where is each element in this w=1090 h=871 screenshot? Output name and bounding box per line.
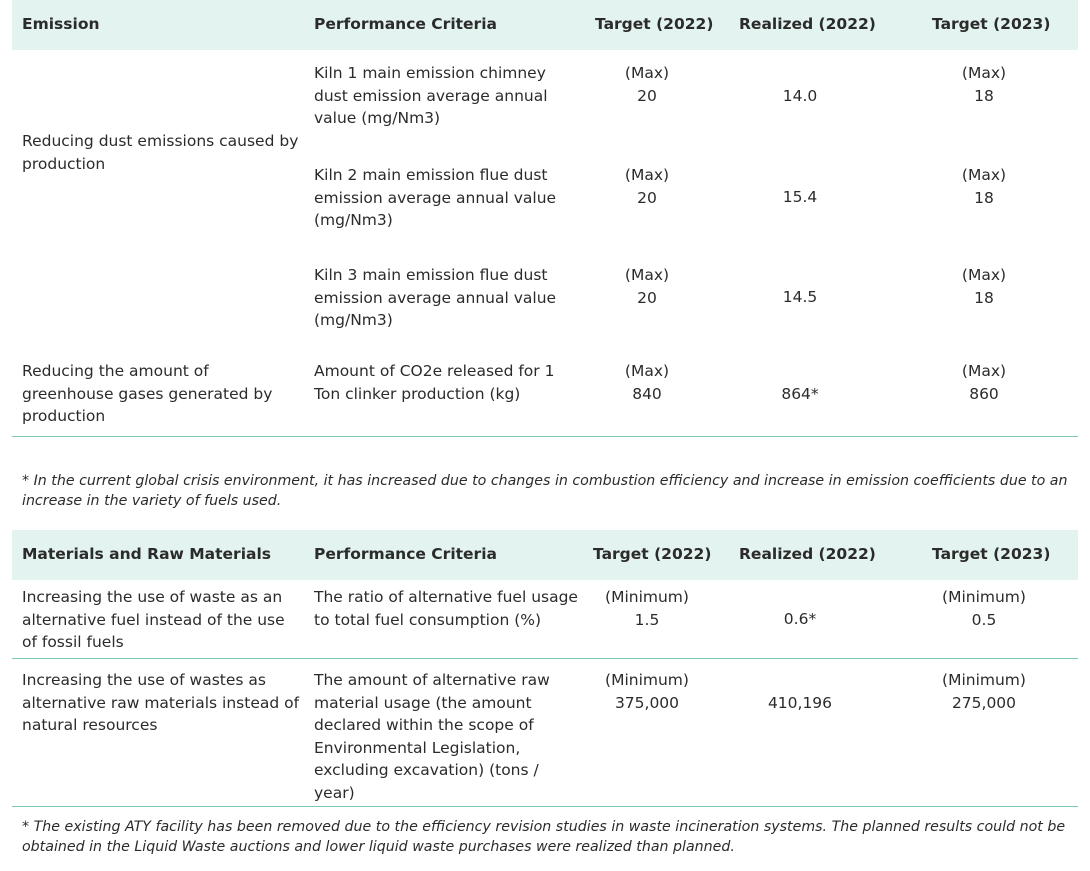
- header-target-2023: Target (2023): [932, 545, 1051, 563]
- target-2022-cell: (Max) 840: [624, 362, 670, 403]
- table-row-criteria: Kiln 3 main emission flue dust emission …: [314, 266, 557, 330]
- table-row-criteria: The amount of alternative raw material u…: [314, 671, 550, 802]
- realized-2022-cell: 410,196: [767, 694, 833, 712]
- target-2023-cell: (Max) 18: [961, 166, 1007, 207]
- materials-table-header: Materials and Raw Materials Performance …: [12, 530, 1078, 580]
- emission-table: Emission Performance Criteria Target (20…: [12, 0, 1078, 440]
- realized-2022-cell: 864*: [781, 385, 819, 403]
- emission-footnote: * In the current global crisis environme…: [22, 473, 1068, 509]
- target-2022-cell: (Minimum) 375,000: [605, 671, 689, 712]
- header-emission: Emission: [22, 15, 100, 33]
- table-row-criteria: The ratio of alternative fuel usage to t…: [314, 588, 578, 629]
- materials-footnote: * The existing ATY facility has been rem…: [22, 819, 1066, 855]
- target-2023-cell: (Max) 18: [961, 64, 1007, 105]
- table-row-criteria: Kiln 1 main emission chimney dust emissi…: [314, 64, 548, 128]
- header-realized-2022: Realized (2022): [739, 15, 876, 33]
- header-materials: Materials and Raw Materials: [22, 545, 272, 563]
- target-2022-cell: (Max) 20: [624, 166, 670, 207]
- target-2023-cell: (Max) 860: [961, 362, 1007, 403]
- alternative-fuel-label: Increasing the use of waste as an altern…: [22, 588, 285, 652]
- target-2023-cell: (Max) 18: [961, 266, 1007, 307]
- target-2023-cell: (Minimum) 275,000: [942, 671, 1026, 712]
- emission-table-header: Emission Performance Criteria Target (20…: [12, 0, 1078, 50]
- row-divider: [12, 658, 1078, 659]
- target-2022-cell: (Max) 20: [624, 266, 670, 307]
- realized-2022-cell: 15.4: [782, 188, 818, 206]
- target-2023-cell: (Minimum) 0.5: [942, 588, 1026, 629]
- header-performance-criteria: Performance Criteria: [314, 15, 497, 33]
- header-performance-criteria: Performance Criteria: [314, 545, 497, 563]
- table-row-criteria: Kiln 2 main emission flue dust emission …: [314, 166, 557, 230]
- row-divider: [12, 436, 1078, 437]
- realized-2022-cell: 14.5: [782, 288, 818, 306]
- header-target-2022: Target (2022): [593, 545, 712, 563]
- realized-2022-cell: 0.6*: [783, 610, 817, 628]
- row-divider: [12, 806, 1078, 807]
- target-2022-cell: (Max) 20: [624, 64, 670, 105]
- realized-2022-cell: 14.0: [782, 87, 818, 105]
- greenhouse-gas-label: Reducing the amount of greenhouse gases …: [22, 362, 273, 426]
- target-2022-cell: (Minimum) 1.5: [605, 588, 689, 629]
- dust-emission-group-label: Reducing dust emissions caused by produc…: [22, 132, 299, 173]
- header-realized-2022: Realized (2022): [739, 545, 876, 563]
- alternative-raw-materials-label: Increasing the use of wastes as alternat…: [22, 671, 300, 735]
- header-target-2022: Target (2022): [595, 15, 714, 33]
- materials-table: Materials and Raw Materials Performance …: [12, 530, 1078, 808]
- header-target-2023: Target (2023): [932, 15, 1051, 33]
- table-row-criteria: Amount of CO2e released for 1 Ton clinke…: [314, 362, 555, 403]
